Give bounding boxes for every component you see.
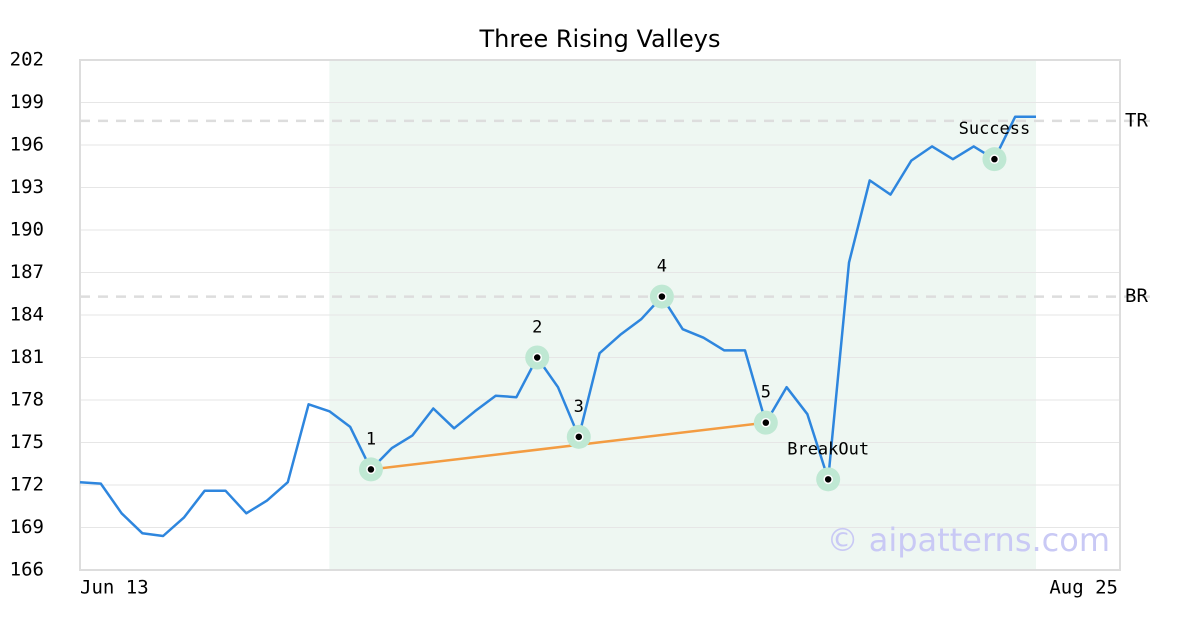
trendline <box>370 421 766 471</box>
point-dot <box>366 464 376 475</box>
point-label: BreakOut <box>787 439 869 459</box>
y-tick-label: 199 <box>10 91 44 113</box>
level-label: TR <box>1125 109 1148 131</box>
point-label: 2 <box>532 318 542 338</box>
watermark: © aipatterns.com <box>827 521 1110 559</box>
point-dot <box>989 154 1000 164</box>
y-tick-label: 202 <box>10 49 44 71</box>
point-label: 1 <box>366 429 376 449</box>
y-tick-label: 190 <box>10 219 44 241</box>
y-tick-label: 172 <box>10 474 44 496</box>
point-dot <box>761 417 771 428</box>
y-tick-label: 178 <box>10 389 44 411</box>
y-tick-label: 184 <box>10 304 44 326</box>
point-label: 3 <box>574 397 584 417</box>
chart-title: Three Rising Valleys <box>478 25 720 53</box>
price-line <box>79 115 1036 538</box>
point-label: 5 <box>761 383 771 403</box>
x-tick-label: Aug 25 <box>1049 577 1118 599</box>
y-tick-label: 175 <box>10 431 44 453</box>
point-label: Success <box>959 119 1031 139</box>
y-tick-label: 169 <box>10 516 44 538</box>
point-label: 4 <box>657 257 667 277</box>
y-tick-label: 193 <box>10 176 44 198</box>
y-tick-label: 196 <box>10 134 44 156</box>
point-dot <box>657 291 667 302</box>
y-tick-label: 187 <box>10 261 44 283</box>
x-tick-label: Jun 13 <box>80 577 149 599</box>
point-dot <box>532 352 542 363</box>
y-tick-label: 166 <box>10 559 44 581</box>
plot-frame <box>79 59 1121 571</box>
point-dot <box>823 474 833 485</box>
point-dot <box>574 432 584 442</box>
level-label: BR <box>1125 285 1148 307</box>
y-tick-label: 181 <box>10 346 44 368</box>
